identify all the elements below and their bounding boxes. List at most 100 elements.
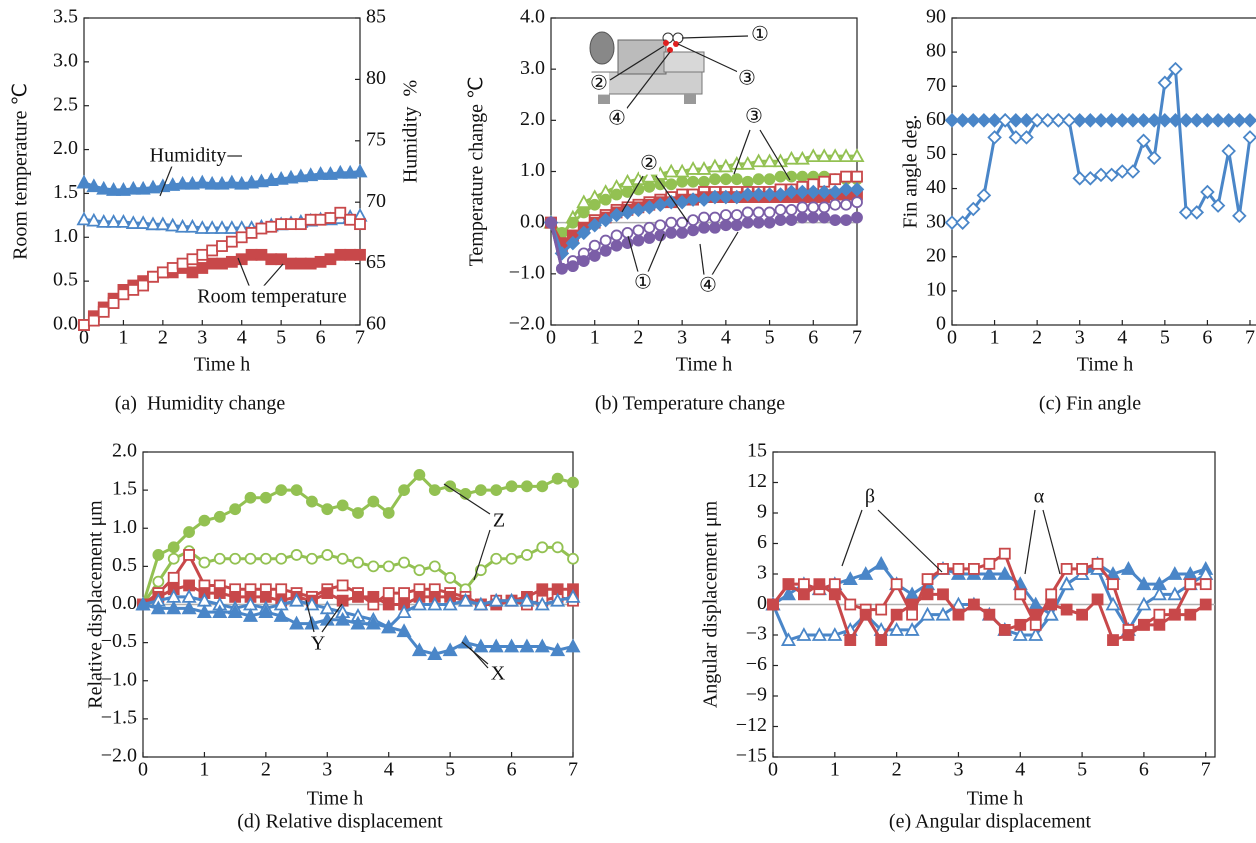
data-marker xyxy=(324,253,337,266)
data-marker xyxy=(827,184,843,200)
series xyxy=(944,61,1256,230)
data-marker xyxy=(352,163,368,178)
data-marker xyxy=(983,608,996,621)
data-marker xyxy=(983,557,996,570)
data-marker xyxy=(1178,205,1194,220)
data-marker xyxy=(1104,113,1119,128)
annotation: ③ xyxy=(745,106,763,128)
x-tick-label: 7 xyxy=(568,759,578,781)
sensor-point xyxy=(673,41,679,47)
data-marker xyxy=(665,226,678,239)
data-marker xyxy=(147,270,159,283)
annotation: α xyxy=(1034,486,1045,508)
data-marker xyxy=(265,253,278,266)
data-marker xyxy=(763,216,776,229)
data-marker xyxy=(1105,596,1121,611)
annotation-bg xyxy=(309,632,327,655)
x-tick-label: 6 xyxy=(808,327,818,349)
data-marker xyxy=(976,188,992,203)
data-marker xyxy=(1153,618,1166,631)
data-marker xyxy=(599,244,612,257)
annotation-bg xyxy=(639,152,659,175)
y-tick-label: 40 xyxy=(926,176,946,198)
y-tick-label: −15 xyxy=(736,745,767,767)
data-marker xyxy=(729,155,745,170)
data-marker xyxy=(610,239,623,252)
y-axis-label: Angular displacement μm xyxy=(700,500,722,708)
x-tick-label: 6 xyxy=(507,759,517,781)
data-marker xyxy=(367,560,380,573)
x-tick-label: 0 xyxy=(79,327,89,349)
y-tick-label: −12 xyxy=(736,714,767,736)
y-tick-label: 2.0 xyxy=(53,137,78,159)
data-marker xyxy=(156,266,169,279)
data-marker xyxy=(1029,113,1045,128)
data-marker xyxy=(135,596,151,611)
data-marker xyxy=(1083,113,1098,128)
data-marker xyxy=(609,207,624,223)
data-marker xyxy=(780,586,796,601)
series-line xyxy=(952,67,1252,225)
y-tick-label: 1.0 xyxy=(112,516,137,538)
data-marker xyxy=(428,484,441,497)
data-marker xyxy=(1060,603,1073,616)
data-marker xyxy=(321,587,334,599)
data-marker xyxy=(107,297,120,309)
x-tick-label: 3 xyxy=(197,327,207,349)
data-marker xyxy=(565,588,581,603)
x-tick-label: 5 xyxy=(765,327,775,349)
data-marker xyxy=(76,211,92,226)
data-marker xyxy=(1040,113,1056,128)
data-marker xyxy=(206,244,219,257)
data-marker xyxy=(293,168,309,183)
data-marker xyxy=(336,499,349,512)
x-tick-label: 6 xyxy=(1202,327,1212,349)
data-marker xyxy=(551,583,564,596)
data-marker xyxy=(135,180,151,195)
data-marker xyxy=(125,180,141,195)
data-marker xyxy=(773,187,788,202)
y-tick-label: 0.0 xyxy=(112,592,137,614)
leader-line xyxy=(623,51,671,113)
data-marker xyxy=(1221,113,1236,128)
data-marker xyxy=(1043,606,1059,621)
data-marker xyxy=(175,218,191,233)
x-tick-label: 3 xyxy=(953,759,963,781)
data-marker xyxy=(838,182,854,197)
data-marker xyxy=(550,592,566,607)
data-marker xyxy=(654,219,667,232)
data-marker xyxy=(86,178,102,193)
data-marker xyxy=(718,158,734,173)
data-marker xyxy=(829,198,842,211)
data-marker xyxy=(1019,113,1034,128)
y-tick-label: −2.0 xyxy=(509,313,545,335)
data-marker xyxy=(181,600,197,615)
y-tick-label: 80 xyxy=(926,40,946,62)
data-marker xyxy=(966,201,981,217)
data-marker xyxy=(306,495,318,508)
data-marker xyxy=(632,234,645,247)
leader-line xyxy=(159,165,173,197)
data-marker xyxy=(610,229,623,242)
data-marker xyxy=(875,603,888,616)
x-tick-label: 7 xyxy=(1201,759,1211,781)
data-marker xyxy=(566,216,579,229)
leader-line xyxy=(711,231,739,276)
y-tick-label: 12 xyxy=(747,470,767,492)
data-marker xyxy=(505,480,518,493)
y-tick-label: 3.5 xyxy=(53,6,78,28)
data-marker xyxy=(805,148,821,163)
data-marker xyxy=(334,248,347,261)
data-marker xyxy=(816,148,832,163)
data-marker xyxy=(1184,608,1197,621)
data-marker xyxy=(289,592,305,607)
data-marker xyxy=(827,627,843,641)
data-marker xyxy=(849,148,865,163)
data-marker xyxy=(167,541,180,554)
y-tick-label: −0.5 xyxy=(101,630,137,652)
data-marker xyxy=(183,579,195,592)
data-marker xyxy=(322,166,338,180)
y-tick-label: 3.0 xyxy=(53,49,78,71)
data-marker xyxy=(687,175,699,188)
